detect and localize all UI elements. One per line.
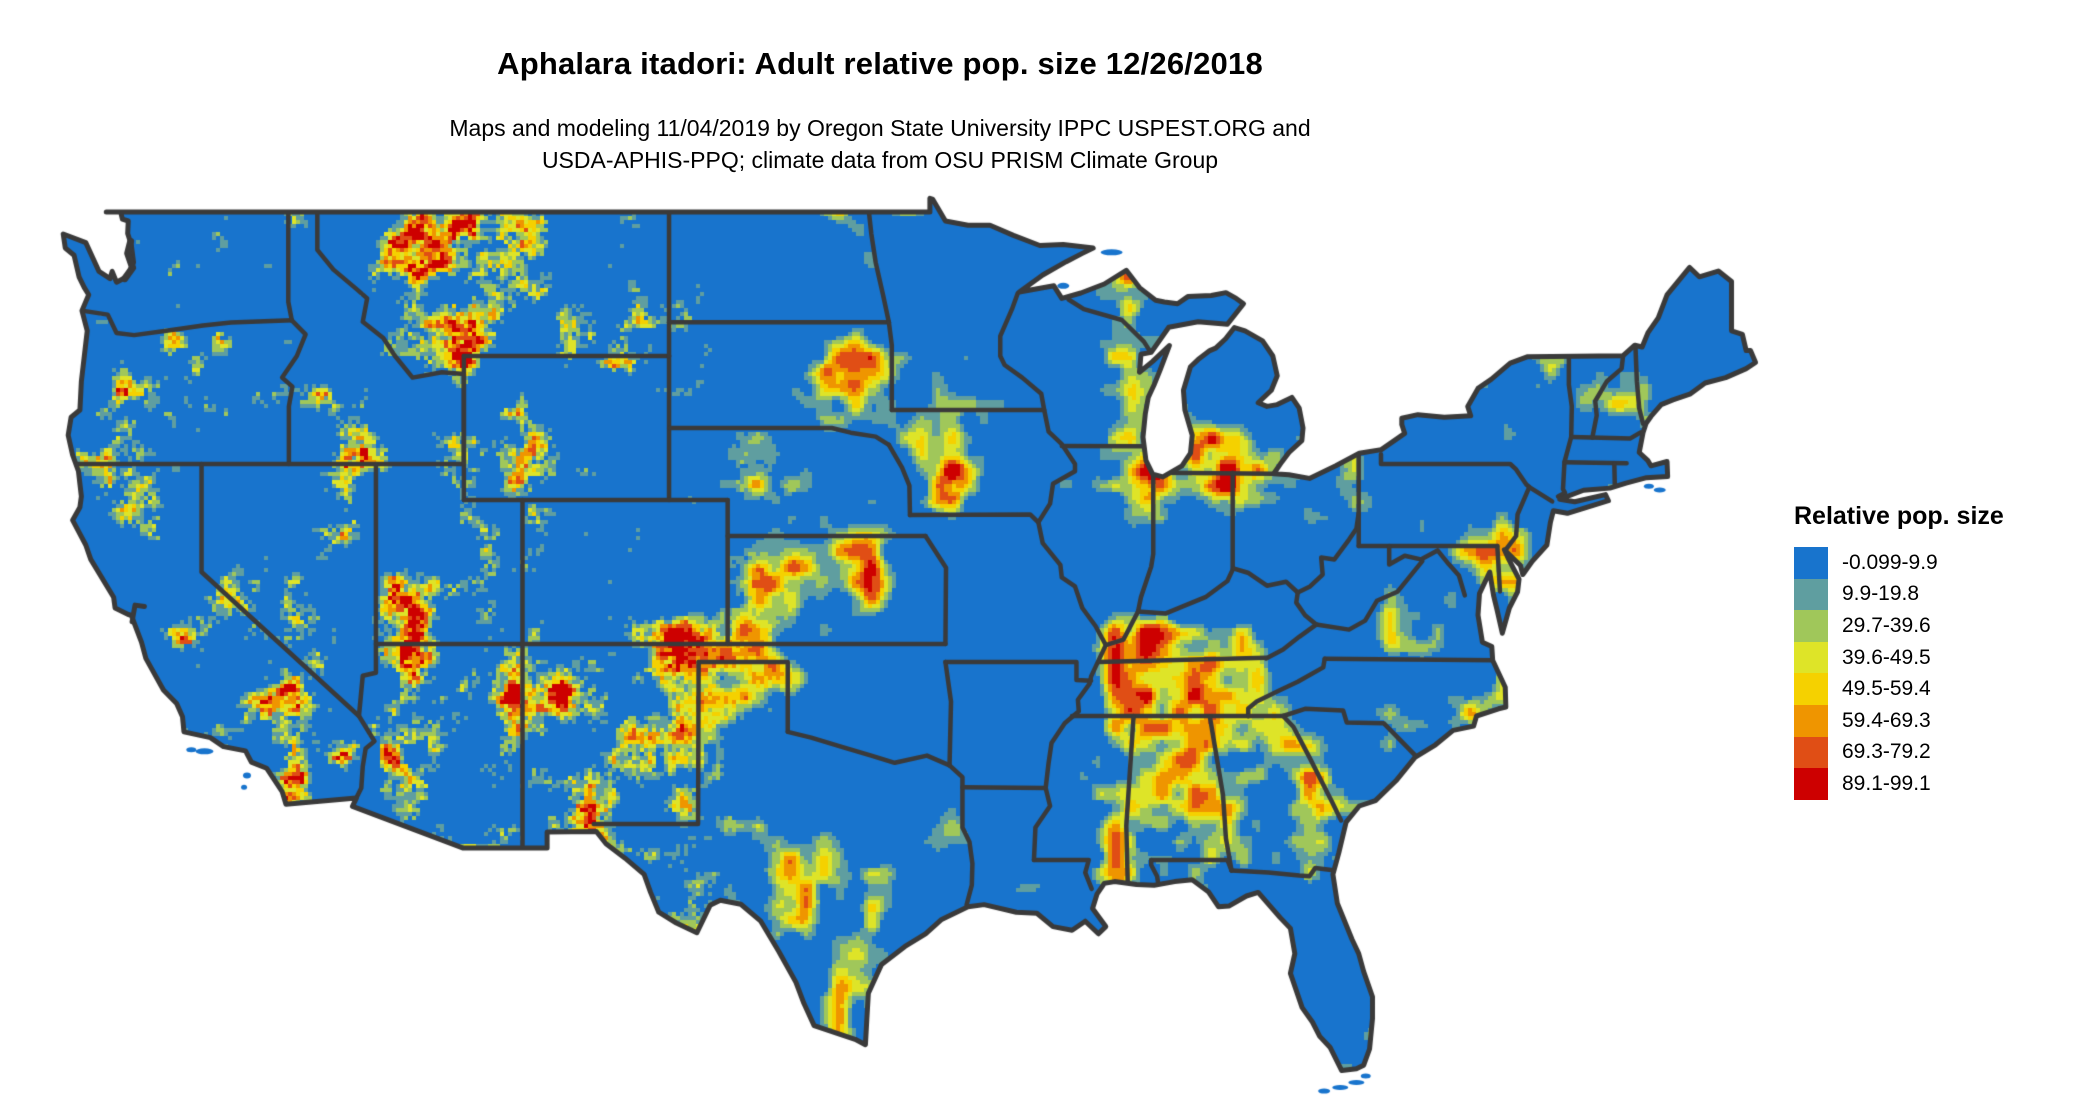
legend-swatch bbox=[1794, 610, 1828, 642]
legend-swatch bbox=[1794, 641, 1828, 674]
legend-item: -0.099-9.9 bbox=[1794, 547, 2004, 579]
legend: Relative pop. size -0.099-9.9 9.9-19.8 29.… bbox=[1794, 502, 2004, 800]
legend-swatch bbox=[1794, 673, 1828, 705]
legend-item: 9.9-19.8 bbox=[1794, 578, 2004, 611]
legend-item: 29.7-39.6 bbox=[1794, 610, 2004, 642]
legend-label: 59.4-69.3 bbox=[1842, 708, 1931, 732]
legend-item: 89.1-99.1 bbox=[1794, 768, 2004, 800]
legend-item: 39.6-49.5 bbox=[1794, 641, 2004, 674]
legend-label: 9.9-19.8 bbox=[1842, 582, 1920, 606]
legend-swatch bbox=[1794, 768, 1828, 800]
legend-label: 39.6-49.5 bbox=[1842, 645, 1931, 669]
legend-swatch bbox=[1794, 578, 1828, 611]
subtitle-line-1: Maps and modeling 11/04/2019 by Oregon S… bbox=[449, 115, 1311, 141]
map-title: Aphalara itadori: Adult relative pop. si… bbox=[497, 46, 1263, 81]
legend-swatch bbox=[1794, 547, 1828, 579]
legend-rows: -0.099-9.9 9.9-19.8 29.7-39.6 39.6-49.5 49.5… bbox=[1794, 547, 2004, 800]
subtitle-line-2: USDA-APHIS-PPQ; climate data from OSU PR… bbox=[541, 147, 1219, 173]
legend-item: 69.3-79.2 bbox=[1794, 736, 2004, 769]
legend-label: 69.3-79.2 bbox=[1842, 740, 1931, 764]
legend-swatch bbox=[1794, 736, 1828, 769]
legend-title: Relative pop. size bbox=[1794, 502, 2004, 530]
legend-label: 89.1-99.1 bbox=[1842, 771, 1931, 795]
legend-label: 49.5-59.4 bbox=[1842, 677, 1931, 701]
map-subtitle: Maps and modeling 11/04/2019 by Oregon S… bbox=[0, 112, 1760, 176]
legend-label: -0.099-9.9 bbox=[1842, 550, 1938, 574]
legend-item: 59.4-69.3 bbox=[1794, 704, 2004, 737]
legend-swatch bbox=[1794, 704, 1828, 737]
legend-label: 29.7-39.6 bbox=[1842, 613, 1931, 637]
legend-item: 49.5-59.4 bbox=[1794, 673, 2004, 705]
